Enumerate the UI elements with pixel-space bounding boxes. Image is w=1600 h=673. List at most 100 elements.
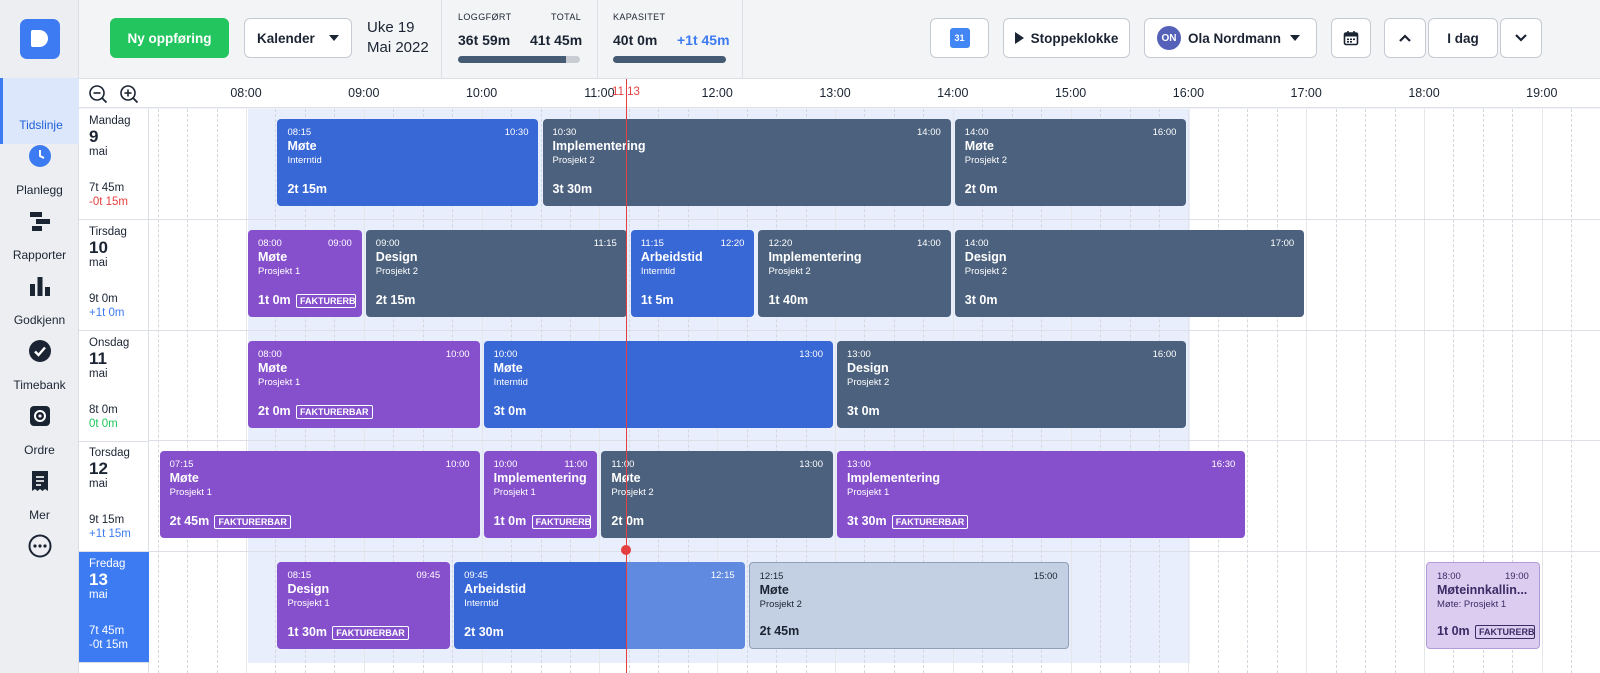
billable-badge: FAKTURERBAR — [214, 515, 291, 529]
entry-start-time: 11:15 — [640, 238, 664, 249]
date-picker-button[interactable] — [1331, 18, 1371, 58]
billable-badge: FAKTURERB — [296, 294, 356, 308]
zoom-in-icon[interactable] — [119, 84, 139, 104]
week-indicator: Uke 19 Mai 2022 — [367, 18, 429, 58]
toolbar-divider — [597, 0, 598, 78]
new-entry-button[interactable]: Ny oppføring — [110, 18, 229, 58]
next-button[interactable] — [1500, 18, 1542, 58]
entry-duration: 3t 0m — [847, 404, 880, 418]
row-separator — [149, 551, 1600, 552]
time-entry[interactable]: 14:00 17:00 Design Prosjekt 2 3t 0m — [954, 230, 1305, 317]
view-select-label: Kalender — [257, 30, 315, 46]
nav-item-godkjenn[interactable]: Godkjenn — [0, 273, 79, 362]
hour-label: 17:00 — [1290, 86, 1322, 100]
entry-end-time: 13:00 — [799, 459, 823, 470]
entry-end-time: 11:15 — [593, 238, 617, 249]
nav-item-planlegg[interactable]: Planlegg — [0, 143, 79, 231]
entry-duration: 1t 0m — [493, 514, 527, 528]
day-hours: 8t 0m — [89, 404, 118, 416]
entry-subtitle: Prosjekt 2 — [768, 266, 811, 277]
entry-subtitle: Prosjekt 2 — [759, 599, 802, 610]
time-entry[interactable]: 18:00 19:00 Møteinnkallin... Møte: Prosjekt… — [1426, 562, 1540, 649]
entry-end-time: 14:00 — [917, 238, 941, 249]
nav-item-tidslinje[interactable]: Tidslinje — [0, 78, 79, 167]
entry-subtitle: Prosjekt 1 — [258, 266, 301, 277]
row-separator — [149, 330, 1600, 331]
day-header-onsdag[interactable]: Onsdag 11 mai 8t 0m 0t 0m — [79, 331, 149, 442]
time-entry[interactable]: 07:15 10:00 Møte Prosjekt 1 2t 45m FAKTURERBA… — [159, 451, 480, 538]
entry-subtitle: Interntid — [493, 377, 528, 388]
time-entry[interactable]: 08:00 10:00 Møte Prosjekt 1 2t 0m FAKTURERBAR — [248, 341, 480, 428]
previous-button[interactable] — [1384, 18, 1426, 58]
day-header-torsdag[interactable]: Torsdag 12 mai 9t 15m +1t 15m — [79, 441, 149, 552]
quarter-gridline — [157, 109, 159, 673]
entry-end-time: 15:00 — [1033, 571, 1058, 582]
day-diff: 0t 0m — [89, 418, 118, 430]
entry-start-time: 18:00 — [1437, 571, 1461, 582]
nav-item-label: Godkjenn — [13, 313, 66, 327]
time-entry[interactable]: 12:15 15:00 Møte Prosjekt 2 2t 45m — [748, 562, 1069, 649]
entry-end-time: 12:15 — [710, 570, 735, 581]
hour-gridline — [1424, 109, 1425, 673]
quarter-gridline — [187, 109, 189, 673]
day-header-fredag[interactable]: Fredag 13 mai 7t 45m -0t 15m — [79, 552, 149, 663]
time-entry[interactable]: 11:15 12:20 Arbeidstid Interntid 1t 5m — [630, 230, 755, 317]
time-entry[interactable]: 13:00 16:30 Implementering Prosjekt 1 3t 30m… — [837, 451, 1246, 538]
day-diff: -0t 15m — [89, 196, 128, 208]
google-calendar-button[interactable]: 31 — [930, 18, 989, 58]
app-logo[interactable] — [20, 19, 60, 59]
billable-badge: FAKTURERBAR — [891, 515, 969, 529]
logged-progress-fill — [458, 56, 566, 63]
day-header-tirsdag[interactable]: Tirsdag 10 mai 9t 0m +1t 0m — [79, 220, 149, 331]
nav-item-timebank[interactable]: Timebank — [0, 338, 79, 426]
time-entry[interactable]: 12:20 14:00 Implementering Prosjekt 2 1t 40m — [758, 230, 951, 317]
toolbar-divider — [441, 0, 442, 78]
hour-label: 11:00 — [584, 86, 615, 100]
time-entry[interactable]: 08:15 09:45 Design Prosjekt 1 1t 30m FAKTURER… — [277, 562, 451, 649]
time-entry[interactable]: 09:45 12:15 Arbeidstid Interntid 2t 30m — [454, 562, 745, 649]
time-entry[interactable]: 13:00 16:00 Design Prosjekt 2 3t 0m — [837, 341, 1187, 428]
entry-start-time: 13:00 — [847, 459, 871, 470]
google-calendar-icon: 31 — [949, 28, 970, 48]
entry-end-time: 19:00 — [1505, 571, 1529, 582]
time-entry[interactable]: 10:30 14:00 Implementering Prosjekt 2 3t 30m — [542, 119, 951, 206]
entry-duration: 3t 30m — [552, 182, 593, 196]
entry-duration: 3t 30m — [847, 514, 887, 528]
entry-duration: 2t 15m — [375, 293, 416, 307]
entry-end-time: 12:20 — [720, 238, 745, 249]
entry-duration: 3t 0m — [964, 293, 998, 307]
nav-item-ordre[interactable]: Ordre — [0, 403, 79, 491]
user-menu-button[interactable]: ON Ola Nordmann — [1144, 18, 1317, 58]
capacity-progress-fill — [613, 56, 726, 63]
day-header-mandag[interactable]: Mandag 9 mai 7t 45m -0t 15m — [79, 109, 149, 220]
timeline-grid[interactable]: 08:15 10:30 Møte Interntid 2t 15m 10:30 14:00 I… — [149, 109, 1600, 673]
total-value: 41t 45m — [530, 32, 583, 48]
row-separator — [149, 440, 1600, 441]
entry-duration: 1t 0m — [1437, 624, 1470, 638]
entry-title: Møte — [169, 471, 199, 485]
today-button[interactable]: I dag — [1428, 18, 1498, 58]
time-entry[interactable]: 08:00 09:00 Møte Prosjekt 1 1t 0m FAKTURERB — [248, 230, 362, 317]
entry-duration: 2t 45m — [759, 624, 800, 638]
view-select[interactable]: Kalender — [244, 18, 352, 58]
day-name: Fredag — [89, 558, 126, 570]
nav-item-rapporter[interactable]: Rapporter — [0, 208, 79, 296]
entry-subtitle: Prosjekt 1 — [847, 487, 890, 498]
entry-start-time: 14:00 — [964, 238, 989, 249]
entry-subtitle: Møte: Prosjekt 1 — [1437, 599, 1507, 610]
time-entry[interactable]: 10:00 13:00 Møte Interntid 3t 0m — [483, 341, 833, 428]
time-entry[interactable]: 09:00 11:15 Design Prosjekt 2 2t 15m — [365, 230, 627, 317]
week-number: Uke 19 — [367, 19, 415, 36]
time-entry[interactable]: 14:00 16:00 Møte Prosjekt 2 2t 0m — [954, 119, 1187, 206]
time-entry[interactable]: 08:15 10:30 Møte Interntid 2t 15m — [277, 119, 539, 206]
stopwatch-button[interactable]: Stoppeklokke — [1003, 18, 1130, 58]
time-entry[interactable]: 10:00 11:00 Implementering Prosjekt 1 1t 0m F… — [483, 451, 598, 538]
capacity-diff: +1t 45m — [677, 32, 730, 48]
row-separator — [149, 219, 1600, 220]
zoom-out-icon[interactable] — [88, 84, 108, 104]
entry-start-time: 13:00 — [847, 349, 871, 360]
nav-item-mer[interactable]: Mer — [0, 468, 79, 558]
entry-duration: 2t 0m — [964, 182, 998, 196]
quarter-gridline — [1512, 109, 1514, 673]
